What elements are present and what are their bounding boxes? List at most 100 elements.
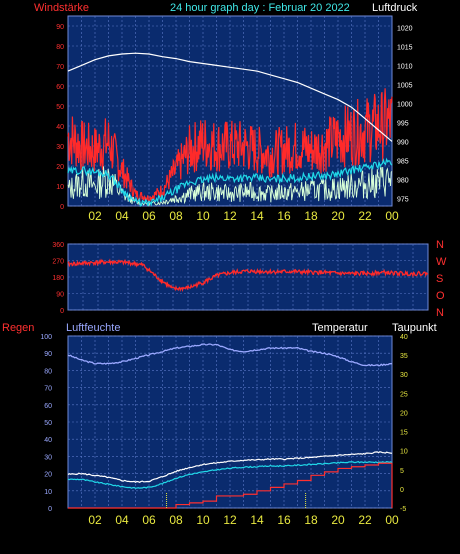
right-tick-label: 1020 — [397, 25, 413, 32]
right-tick-label: 1015 — [397, 44, 413, 51]
series-temperature — [67, 451, 393, 484]
panel2-left-ticks: 0 90 180 270 360 — [52, 242, 64, 315]
compass-label: W — [436, 256, 447, 268]
x-tick-label: 18 — [304, 209, 318, 223]
left-tick-label: 60 — [44, 403, 52, 410]
x-tick-label: 08 — [169, 209, 183, 223]
right-tick-label: 35 — [400, 353, 408, 360]
left-tick-label: 90 — [56, 292, 64, 299]
right-tick-label: -5 — [400, 506, 406, 513]
left-tick-label: 0 — [60, 308, 64, 315]
left-tick-label: 70 — [56, 64, 64, 71]
panel1-grid — [68, 16, 392, 207]
compass-label: O — [436, 290, 445, 302]
panel1-series — [67, 52, 393, 207]
right-tick-label: 25 — [400, 391, 408, 398]
panel1-right-ticks: 975 980 985 990 995 1000 1005 1010 1015 1020 — [397, 25, 413, 203]
series-wind-mean — [67, 157, 393, 207]
left-tick-label: 20 — [44, 472, 52, 479]
right-tick-label: 1005 — [397, 82, 413, 89]
x-tick-label: 02 — [88, 209, 102, 223]
x-tick-label: 08 — [169, 513, 183, 527]
x-tick-label: 04 — [115, 209, 129, 223]
left-tick-label: 10 — [56, 184, 64, 191]
panel3-x-ticks: 02 04 06 08 10 12 14 16 18 20 22 00 — [88, 513, 399, 527]
series-humidity — [67, 343, 393, 367]
left-tick-label: 60 — [56, 84, 64, 91]
compass-label: N — [436, 307, 444, 319]
right-tick-label: 0 — [400, 487, 404, 494]
left-tick-label: 360 — [52, 242, 64, 249]
x-tick-label: 10 — [196, 209, 210, 223]
right-tick-label: 975 — [397, 196, 409, 203]
dewpoint-label: Taupunkt — [392, 322, 437, 334]
left-tick-label: 90 — [56, 24, 64, 31]
compass-label: N — [436, 239, 444, 251]
left-tick-label: 0 — [60, 204, 64, 211]
right-tick-label: 5 — [400, 468, 404, 475]
right-tick-label: 1010 — [397, 63, 413, 70]
right-tick-label: 10 — [400, 449, 408, 456]
x-tick-label: 02 — [88, 513, 102, 527]
left-tick-label: 10 — [44, 489, 52, 496]
panel3-right-ticks: -5 0 5 10 15 20 25 30 35 40 — [400, 334, 408, 513]
humidity-label: Luftfeuchte — [66, 322, 120, 334]
series-gust — [67, 166, 393, 207]
right-tick-label: 985 — [397, 158, 409, 165]
x-tick-label: 14 — [250, 209, 264, 223]
right-tick-label: 980 — [397, 177, 409, 184]
right-tick-label: 40 — [400, 334, 408, 341]
x-tick-label: 16 — [277, 209, 291, 223]
x-tick-label: 16 — [277, 513, 291, 527]
temperature-label: Temperatur — [312, 322, 368, 334]
series-rain — [68, 462, 392, 509]
x-tick-label: 06 — [142, 209, 156, 223]
x-tick-label: 18 — [304, 513, 318, 527]
series-wind-direction — [67, 258, 429, 292]
x-tick-label: 06 — [142, 513, 156, 527]
x-tick-label: 12 — [223, 513, 237, 527]
rain-label: Regen — [2, 322, 34, 334]
panel3-series — [67, 343, 393, 509]
panel1-left-ticks: 0 10 20 30 40 50 60 70 80 90 — [56, 24, 64, 211]
panel1-x-ticks: 02 04 06 08 10 12 14 16 18 20 22 00 — [88, 209, 399, 223]
x-tick-label: 12 — [223, 209, 237, 223]
left-tick-label: 30 — [44, 454, 52, 461]
left-tick-label: 30 — [56, 144, 64, 151]
left-tick-label: 270 — [52, 259, 64, 266]
right-tick-label: 995 — [397, 120, 409, 127]
panel3-left-ticks: 0 10 20 30 40 50 60 70 80 90 100 — [40, 334, 52, 513]
left-tick-label: 180 — [52, 275, 64, 282]
left-tick-label: 90 — [44, 351, 52, 358]
x-tick-label: 20 — [331, 209, 345, 223]
left-tick-label: 80 — [44, 368, 52, 375]
pressure-axis-label: Luftdruck — [372, 2, 418, 14]
left-tick-label: 50 — [56, 104, 64, 111]
left-tick-label: 80 — [56, 44, 64, 51]
x-tick-label: 00 — [385, 209, 399, 223]
x-tick-label: 04 — [115, 513, 129, 527]
panel-wind-pressure — [67, 15, 393, 207]
series-dewpoint — [67, 460, 393, 490]
compass-label: S — [436, 273, 443, 285]
x-tick-label: 22 — [358, 513, 372, 527]
left-tick-label: 40 — [44, 437, 52, 444]
series-pressure — [67, 52, 393, 142]
x-tick-label: 20 — [331, 513, 345, 527]
chart-title: 24 hour graph day : Februar 20 2022 — [170, 2, 350, 14]
x-tick-label: 22 — [358, 209, 372, 223]
right-tick-label: 20 — [400, 410, 408, 417]
right-tick-label: 1000 — [397, 101, 413, 108]
left-tick-label: 50 — [44, 420, 52, 427]
x-tick-label: 00 — [385, 513, 399, 527]
right-tick-label: 15 — [400, 430, 408, 437]
x-tick-label: 14 — [250, 513, 264, 527]
right-tick-label: 990 — [397, 139, 409, 146]
left-tick-label: 100 — [40, 334, 52, 341]
left-tick-label: 70 — [44, 386, 52, 393]
x-tick-label: 10 — [196, 513, 210, 527]
wind-axis-label: Windstärke — [34, 2, 89, 14]
left-tick-label: 40 — [56, 124, 64, 131]
